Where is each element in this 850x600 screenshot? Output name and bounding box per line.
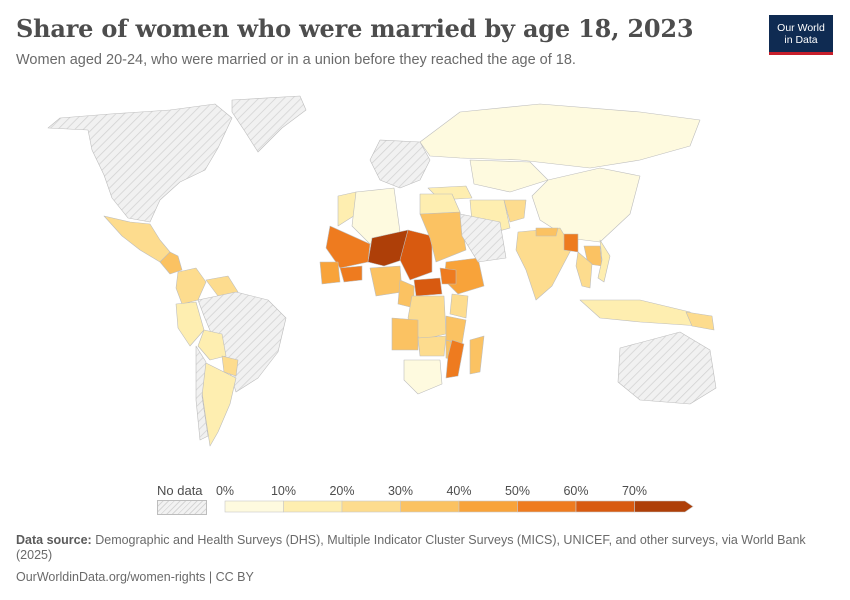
legend-swatch[interactable] (517, 500, 577, 513)
map-region[interactable] (469, 159, 549, 193)
legend-tick-label: 70% (622, 484, 647, 498)
map-region[interactable] (195, 345, 209, 441)
map-region[interactable] (175, 301, 205, 347)
footer-url-line: OurWorldinData.org/women-rights | CC BY (16, 570, 254, 584)
map-region[interactable] (231, 95, 307, 153)
map-region[interactable] (197, 329, 227, 361)
map-region[interactable] (221, 355, 239, 377)
map-region[interactable] (417, 335, 447, 357)
map-region[interactable] (159, 251, 183, 275)
map-region[interactable] (449, 293, 469, 319)
legend-swatch[interactable] (634, 500, 694, 513)
footer-url-link[interactable]: OurWorldinData.org/women-rights (16, 570, 206, 584)
footer-license[interactable]: CC BY (215, 570, 254, 584)
map-region[interactable] (201, 361, 237, 447)
map-region[interactable] (617, 331, 717, 405)
map-region[interactable] (469, 335, 485, 375)
chart-subtitle: Women aged 20-24, who were married or in… (16, 52, 576, 68)
legend-tick-label: 30% (388, 484, 413, 498)
legend-tick-label: 60% (563, 484, 588, 498)
map-region[interactable] (579, 299, 701, 327)
map-region[interactable] (369, 265, 403, 297)
map-region[interactable] (575, 251, 593, 289)
legend-tick-label: 40% (446, 484, 471, 498)
legend-swatch[interactable] (283, 500, 343, 513)
map-region[interactable] (399, 229, 433, 281)
legend-swatch[interactable] (341, 500, 401, 513)
legend-tick-label: 10% (271, 484, 296, 498)
owid-logo[interactable]: Our World in Data (769, 15, 833, 55)
legend-swatch[interactable] (400, 500, 460, 513)
legend-no-data-swatch[interactable] (157, 500, 207, 515)
map-region[interactable] (419, 193, 461, 215)
map-region[interactable] (175, 267, 207, 305)
map-region[interactable] (503, 199, 527, 223)
map-region[interactable] (339, 265, 363, 283)
map-region[interactable] (103, 215, 171, 263)
map-region[interactable] (445, 339, 465, 379)
map-region[interactable] (459, 213, 507, 263)
logo-line-1: Our World (777, 21, 825, 34)
legend-no-data-label: No data (157, 483, 203, 498)
map-region[interactable] (47, 103, 233, 223)
map-region[interactable] (419, 103, 701, 169)
map-region[interactable] (515, 227, 573, 301)
legend-swatch[interactable] (224, 500, 284, 513)
map-region[interactable] (563, 233, 579, 253)
data-source-label: Data source: (16, 533, 92, 547)
map-region[interactable] (439, 267, 457, 285)
world-map[interactable] (0, 85, 850, 465)
map-region[interactable] (685, 311, 715, 331)
data-source: Data source: Demographic and Health Surv… (16, 533, 806, 563)
map-region[interactable] (325, 225, 371, 269)
map-region[interactable] (205, 275, 239, 297)
map-region[interactable] (403, 359, 443, 395)
data-source-text: Demographic and Health Surveys (DHS), Mu… (16, 533, 806, 562)
map-region[interactable] (391, 317, 419, 351)
legend-tick-label: 50% (505, 484, 530, 498)
legend-swatch[interactable] (575, 500, 635, 513)
legend-tick-label: 20% (329, 484, 354, 498)
map-region[interactable] (597, 239, 611, 283)
color-legend[interactable]: 0% 10% 20% 30% 40% 50% 60% 70% (215, 479, 705, 515)
legend-swatch[interactable] (458, 500, 518, 513)
map-region[interactable] (319, 261, 341, 285)
map-region[interactable] (445, 315, 467, 345)
map-region[interactable] (369, 139, 431, 189)
map-region[interactable] (413, 277, 443, 297)
logo-line-2: in Data (784, 33, 818, 46)
map-region[interactable] (535, 227, 559, 237)
chart-title: Share of women who were married by age 1… (16, 14, 694, 43)
legend-tick-label: 0% (216, 484, 234, 498)
